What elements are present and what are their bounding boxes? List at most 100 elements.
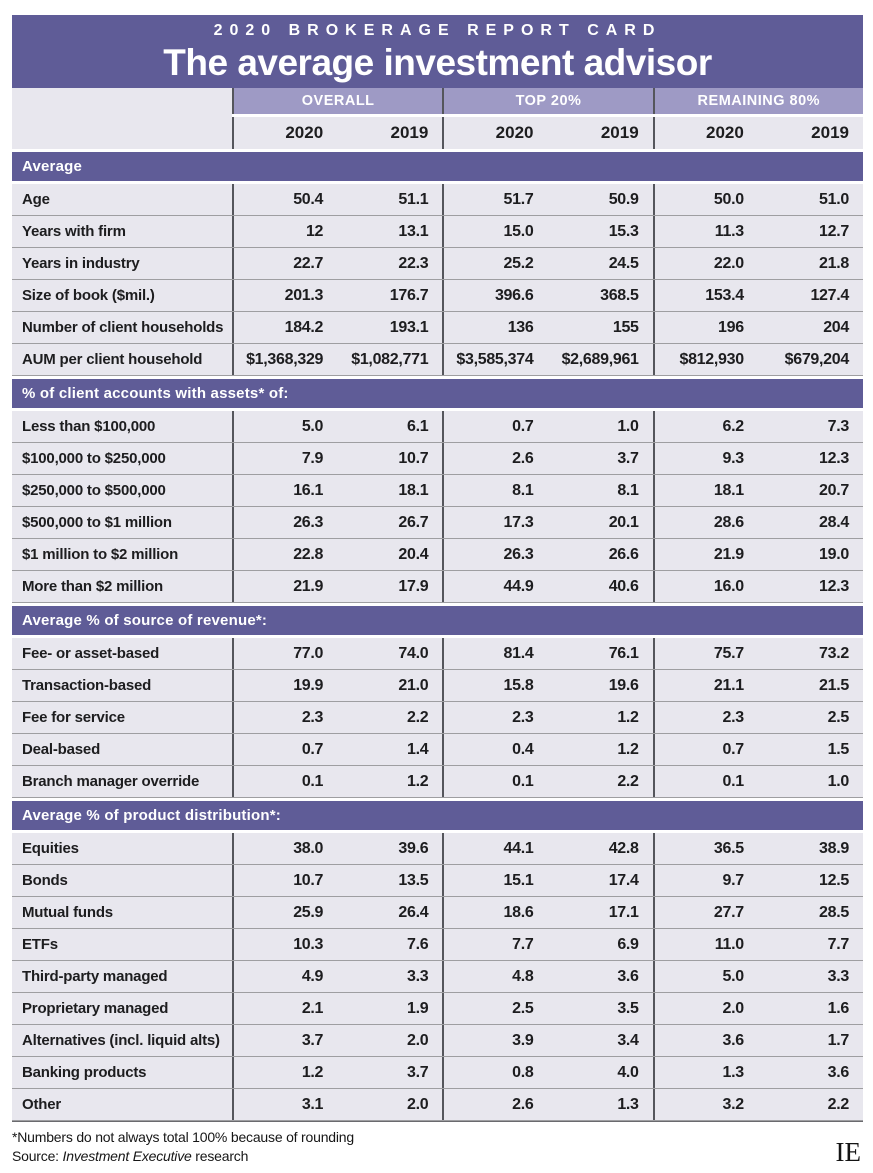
value-cell: 1.2 xyxy=(547,702,653,733)
value-cell: 18.1 xyxy=(652,475,758,506)
value-cell: 26.3 xyxy=(232,507,338,538)
row-label: Less than $100,000 xyxy=(12,411,232,442)
value-cell: 44.9 xyxy=(442,571,548,602)
table-row: $1 million to $2 million 22.8 20.4 26.3 26.6… xyxy=(12,539,863,571)
value-cell: 1.0 xyxy=(757,766,863,797)
value-cell: 127.4 xyxy=(757,280,863,311)
value-cell: 3.6 xyxy=(652,1025,758,1056)
row-label: $1 million to $2 million xyxy=(12,539,232,570)
value-cell: 18.6 xyxy=(442,897,548,928)
value-cell: 21.8 xyxy=(757,248,863,279)
table-header: OVERALL TOP 20% REMAINING 80% 2020 2019 2020 2… xyxy=(12,88,863,149)
value-cell: 2.5 xyxy=(442,993,548,1024)
value-cell: 26.4 xyxy=(337,897,443,928)
value-cell: 24.5 xyxy=(547,248,653,279)
table-row: Fee for service 2.3 2.2 2.3 1.2 2.3 2.5 xyxy=(12,702,863,734)
row-label: Third-party managed xyxy=(12,961,232,992)
table-row: Proprietary managed 2.1 1.9 2.5 3.5 2.0 1.6 xyxy=(12,993,863,1025)
value-cell: 0.7 xyxy=(652,734,758,765)
table-row: Third-party managed 4.9 3.3 4.8 3.6 5.0 3.3 xyxy=(12,961,863,993)
value-cell: 3.1 xyxy=(232,1089,338,1120)
value-cell: $1,082,771 xyxy=(337,344,443,375)
rounding-note: *Numbers do not always total 100% becaus… xyxy=(12,1129,354,1145)
value-cell: 17.4 xyxy=(547,865,653,896)
table-row: Fee- or asset-based 77.0 74.0 81.4 76.1 75.7 7… xyxy=(12,638,863,670)
value-cell: 50.0 xyxy=(652,184,758,215)
table-row: Mutual funds 25.9 26.4 18.6 17.1 27.7 28.5 xyxy=(12,897,863,929)
table-row: Size of book ($mil.) 201.3 176.7 396.6 368.5… xyxy=(12,280,863,312)
value-cell: 76.1 xyxy=(547,638,653,669)
value-cell: 1.2 xyxy=(232,1057,338,1088)
value-cell: 3.6 xyxy=(757,1057,863,1088)
value-cell: 8.1 xyxy=(547,475,653,506)
page-title: The average investment advisor xyxy=(163,41,712,83)
value-cell: 15.0 xyxy=(442,216,548,247)
value-cell: 12 xyxy=(232,216,338,247)
value-cell: 0.8 xyxy=(442,1057,548,1088)
value-cell: 0.7 xyxy=(442,411,548,442)
table-row: More than $2 million 21.9 17.9 44.9 40.6 16.0… xyxy=(12,571,863,603)
table-row: Years with firm 12 13.1 15.0 15.3 11.3 12.7 xyxy=(12,216,863,248)
table-row: Banking products 1.2 3.7 0.8 4.0 1.3 3.6 xyxy=(12,1057,863,1089)
group-header: REMAINING 80% xyxy=(652,88,863,114)
value-cell: $2,689,961 xyxy=(547,344,653,375)
row-label: Fee- or asset-based xyxy=(12,638,232,669)
table-footer: *Numbers do not always total 100% becaus… xyxy=(12,1128,863,1166)
value-cell: 11.0 xyxy=(652,929,758,960)
value-cell: 5.0 xyxy=(652,961,758,992)
section-band: Average % of source of revenue*: xyxy=(12,606,863,635)
section-band: % of client accounts with assets* of: xyxy=(12,379,863,408)
value-cell: 25.2 xyxy=(442,248,548,279)
value-cell: 3.4 xyxy=(547,1025,653,1056)
value-cell: 2.0 xyxy=(337,1089,443,1120)
row-label: Alternatives (incl. liquid alts) xyxy=(12,1025,232,1056)
table-row: Transaction-based 19.9 21.0 15.8 19.6 21.1 21.… xyxy=(12,670,863,702)
table-row: Equities 38.0 39.6 44.1 42.8 36.5 38.9 xyxy=(12,833,863,865)
value-cell: 2.2 xyxy=(547,766,653,797)
value-cell: 7.6 xyxy=(337,929,443,960)
value-cell: 2.3 xyxy=(232,702,338,733)
table-row: Less than $100,000 5.0 6.1 0.7 1.0 6.2 7.3 xyxy=(12,411,863,443)
value-cell: 153.4 xyxy=(652,280,758,311)
value-cell: 193.1 xyxy=(337,312,443,343)
value-cell: 3.6 xyxy=(547,961,653,992)
value-cell: 6.1 xyxy=(337,411,443,442)
value-cell: 1.3 xyxy=(547,1089,653,1120)
value-cell: 51.7 xyxy=(442,184,548,215)
value-cell: 2.0 xyxy=(337,1025,443,1056)
value-cell: 44.1 xyxy=(442,833,548,864)
value-cell: 26.7 xyxy=(337,507,443,538)
row-label: Years in industry xyxy=(12,248,232,279)
value-cell: 201.3 xyxy=(232,280,338,311)
row-label: Fee for service xyxy=(12,702,232,733)
value-cell: 6.9 xyxy=(547,929,653,960)
group-header: OVERALL xyxy=(232,88,443,114)
year-header: 2019 xyxy=(337,117,443,149)
value-cell: 21.9 xyxy=(652,539,758,570)
value-cell: 396.6 xyxy=(442,280,548,311)
table-row: $250,000 to $500,000 16.1 18.1 8.1 8.1 18.1 20… xyxy=(12,475,863,507)
year-header: 2019 xyxy=(547,117,653,149)
section-band: Average xyxy=(12,152,863,181)
table-row: AUM per client household $1,368,329 $1,082… xyxy=(12,344,863,376)
value-cell: 368.5 xyxy=(547,280,653,311)
value-cell: 1.2 xyxy=(547,734,653,765)
table-row: Other 3.1 2.0 2.6 1.3 3.2 2.2 xyxy=(12,1089,863,1121)
value-cell: 17.3 xyxy=(442,507,548,538)
value-cell: 2.1 xyxy=(232,993,338,1024)
value-cell: 74.0 xyxy=(337,638,443,669)
value-cell: $812,930 xyxy=(652,344,758,375)
value-cell: 15.1 xyxy=(442,865,548,896)
report-kicker: 2020 BROKERAGE REPORT CARD xyxy=(213,21,662,39)
row-label: $500,000 to $1 million xyxy=(12,507,232,538)
value-cell: 17.1 xyxy=(547,897,653,928)
value-cell: 1.7 xyxy=(757,1025,863,1056)
value-cell: 18.1 xyxy=(337,475,443,506)
value-cell: 10.7 xyxy=(337,443,443,474)
header-corner-cell xyxy=(12,88,232,149)
value-cell: 21.1 xyxy=(652,670,758,701)
year-header: 2020 xyxy=(652,117,758,149)
row-label: Size of book ($mil.) xyxy=(12,280,232,311)
source-note: Source: Investment Executive research xyxy=(12,1147,249,1164)
value-cell: 2.2 xyxy=(757,1089,863,1120)
